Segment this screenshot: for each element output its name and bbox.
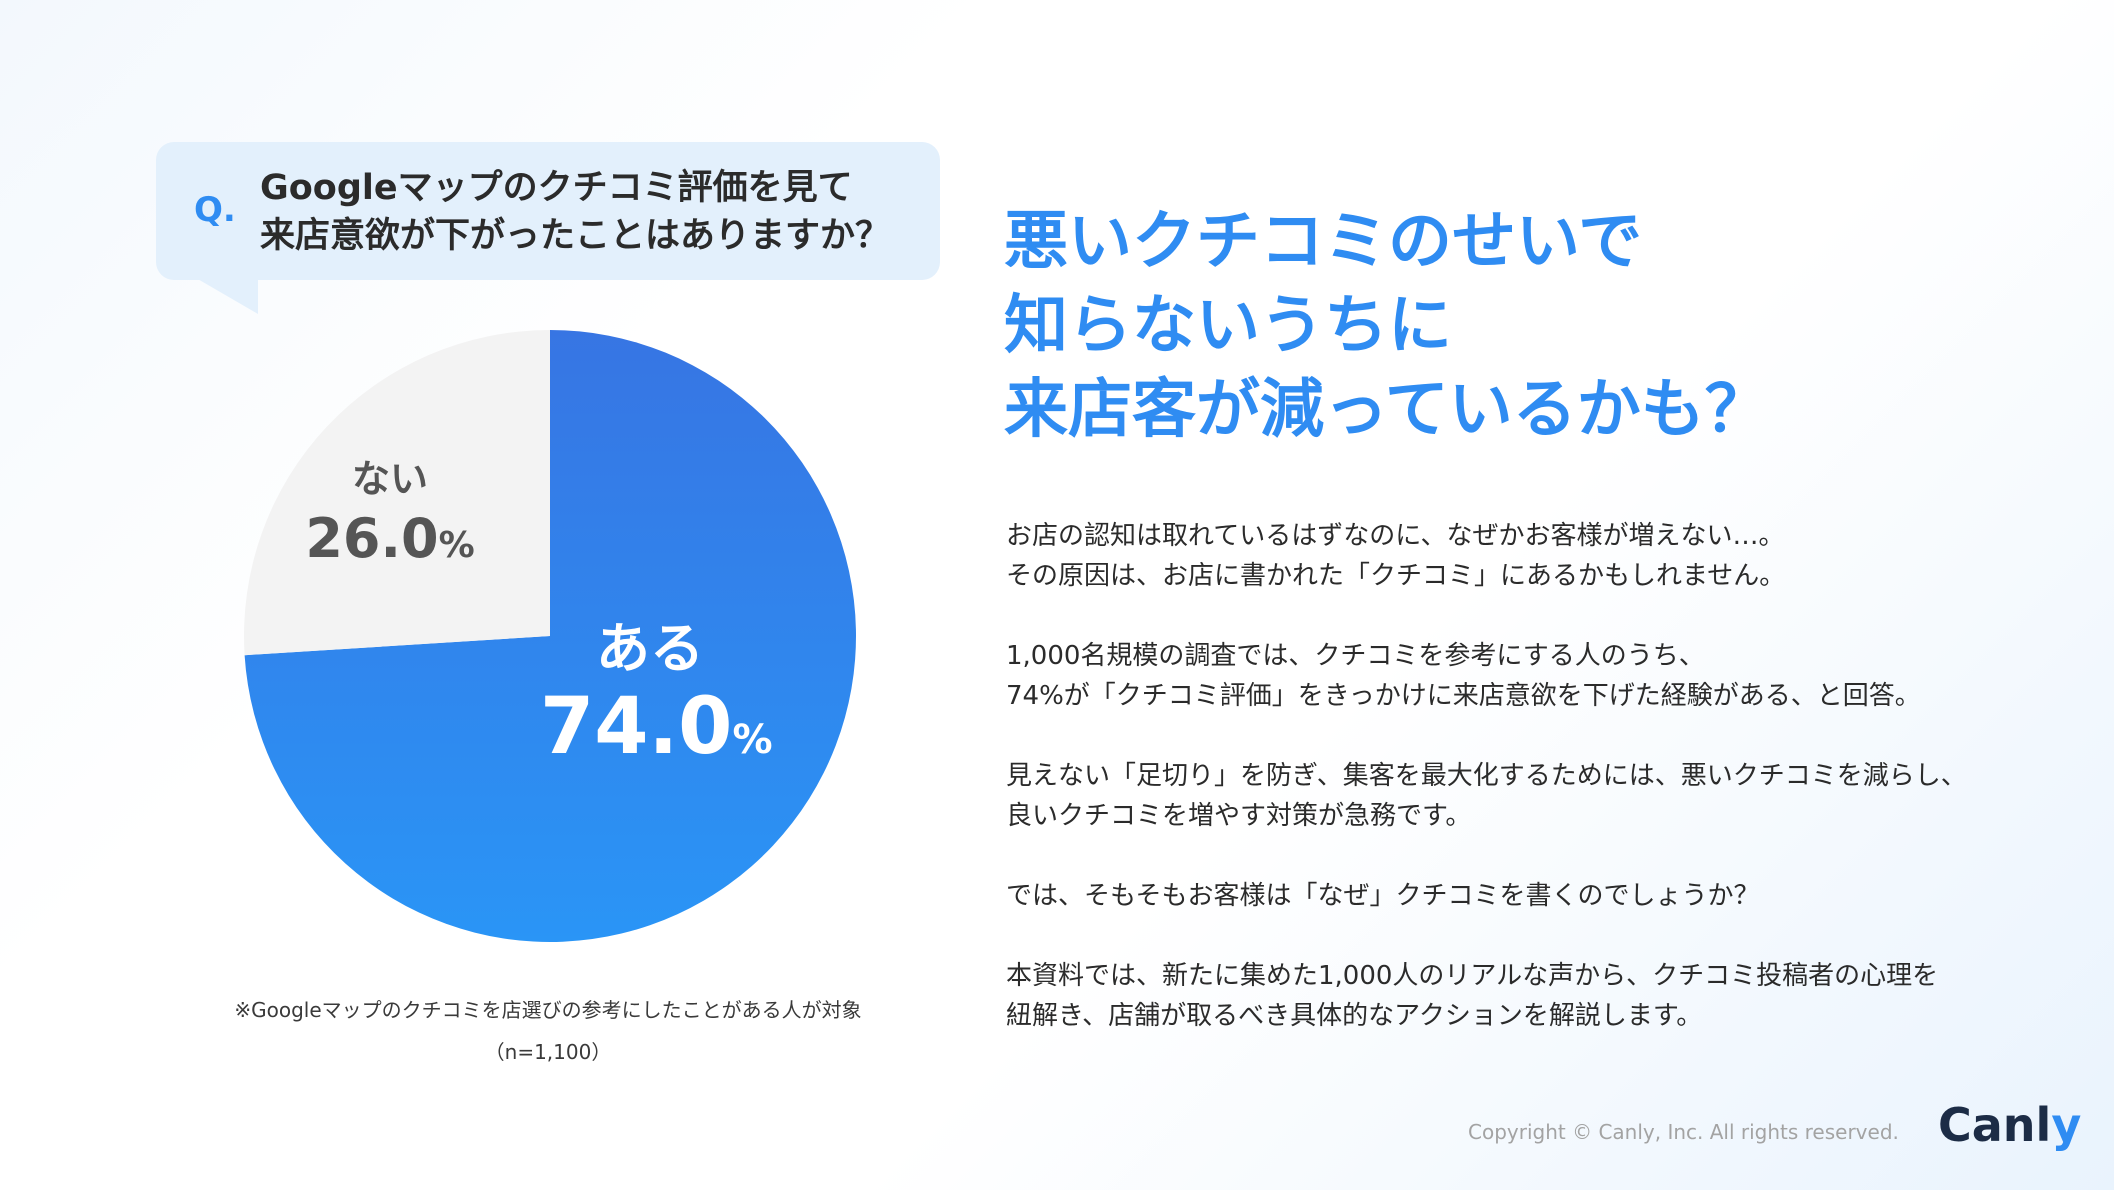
question-prefix: Q. [194,190,236,230]
copyright: Copyright © Canly, Inc. All rights reser… [1468,1120,1899,1144]
body-text: お店の認知は取れているはずなのに、なぜかお客様が増えない…。 その原因は、お店に… [1006,516,2066,1076]
logo-text: Canl [1938,1098,2052,1152]
pie-chart: ない 26.0% ある 74.0% [240,326,860,946]
pie-chart-svg [244,330,857,942]
pie-label-yes: ある 74.0% [540,617,773,767]
canly-logo: Canly [1938,1098,2081,1152]
pie-category-no: ない [351,457,428,501]
paragraph-4: では、そもそもお客様は「なぜ」クチコミを書くのでしょうか？ [1006,876,2066,916]
pie-unit-yes: % [732,717,773,763]
pie-category-yes: ある [596,617,704,680]
pie-value-yes: 74.0 [540,682,733,772]
paragraph-2-line-2: 74%が「クチコミ評価」をきっかけに来店意欲を下げた経験がある、と回答。 [1006,681,1921,711]
paragraph-4-line-1: では、そもそもお客様は「なぜ」クチコミを書くのでしょうか？ [1006,881,1760,911]
question-text: Googleマップのクチコミ評価を見て 来店意欲が下がったことはありますか？ [260,164,890,260]
pie-value-no: 26.0 [305,507,439,570]
paragraph-3-line-2: 良いクチコミを増やす対策が急務です。 [1006,801,1472,831]
question-line-1: Googleマップのクチコミ評価を見て [260,168,853,208]
logo-accent: y [2051,1098,2082,1152]
question-line-2: 来店意欲が下がったことはありますか？ [260,216,891,256]
survey-note: ※Googleマップのクチコミを店選びの参考にしたことがある人が対象 [156,994,940,1023]
headline: 悪いクチコミのせいで 知らないうちに 来店客が減っているかも？ [1004,200,1769,452]
paragraph-5-line-1: 本資料では、新たに集めた1,000人のリアルな声から、クチコミ投稿者の心理を [1006,961,1939,991]
paragraph-3: 見えない「足切り」を防ぎ、集客を最大化するためには、悪いクチコミを減らし、 良い… [1006,756,2066,836]
survey-sample-size: （n=1,100） [156,1036,940,1065]
paragraph-2-line-1: 1,000名規模の調査では、クチコミを参考にする人のうち、 [1006,641,1705,671]
pie-value-no-row: 26.0% [300,512,480,566]
paragraph-1-line-1: お店の認知は取れているはずなのに、なぜかお客様が増えない…。 [1006,521,1785,551]
survey-note-line-1: ※Googleマップのクチコミを店選びの参考にしたことがある人が対象 [234,998,862,1022]
paragraph-5: 本資料では、新たに集めた1,000人のリアルな声から、クチコミ投稿者の心理を 紐… [1006,956,2066,1036]
pie-value-yes-row: 74.0% [540,688,773,766]
question-bubble: Q. Googleマップのクチコミ評価を見て 来店意欲が下がったことはありますか… [156,142,940,280]
pie-label-no: ない 26.0% [300,460,480,566]
paragraph-5-line-2: 紐解き、店舗が取るべき具体的なアクションを解説します。 [1006,1001,1703,1031]
paragraph-2: 1,000名規模の調査では、クチコミを参考にする人のうち、 74%が「クチコミ評… [1006,636,2066,716]
bubble-tail [196,278,258,314]
survey-note-line-2: （n=1,100） [484,1040,612,1064]
pie-slice-yes [244,330,857,942]
headline-line-1: 悪いクチコミのせいで [1004,205,1643,279]
pie-unit-no: % [438,525,475,566]
headline-line-2: 知らないうちに [1004,289,1452,363]
paragraph-1-line-2: その原因は、お店に書かれた「クチコミ」にあるかもしれません。 [1006,561,1786,591]
paragraph-1: お店の認知は取れているはずなのに、なぜかお客様が増えない…。 その原因は、お店に… [1006,516,2066,596]
paragraph-3-line-1: 見えない「足切り」を防ぎ、集客を最大化するためには、悪いクチコミを減らし、 [1006,761,1967,791]
pie-slice-no [244,330,550,656]
headline-line-3: 来店客が減っているかも？ [1004,373,1769,447]
